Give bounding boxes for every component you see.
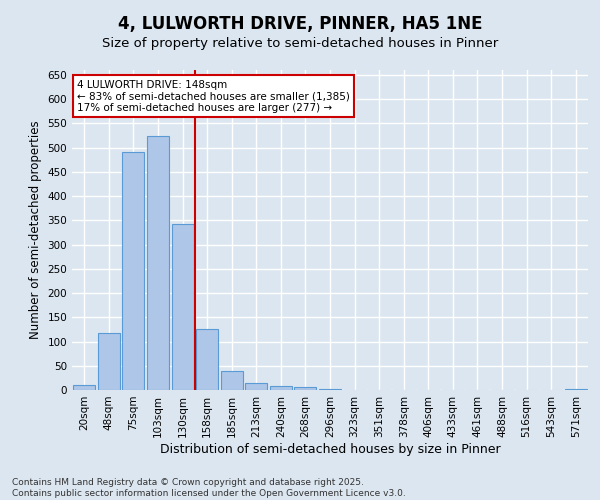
X-axis label: Distribution of semi-detached houses by size in Pinner: Distribution of semi-detached houses by … (160, 442, 500, 456)
Bar (565, 388, 587, 390)
Bar (270, 386, 292, 390)
Bar (172, 224, 194, 390)
Bar (196, 330, 218, 390)
Bar (221, 370, 243, 390)
Bar (319, 388, 341, 390)
Bar (295, 386, 316, 390)
Bar (122, 152, 145, 390)
Text: 4, LULWORTH DRIVE, PINNER, HA5 1NE: 4, LULWORTH DRIVE, PINNER, HA5 1NE (118, 15, 482, 33)
Bar (245, 382, 268, 390)
Bar (98, 333, 120, 390)
Text: 4 LULWORTH DRIVE: 148sqm
← 83% of semi-detached houses are smaller (1,385)
17% o: 4 LULWORTH DRIVE: 148sqm ← 83% of semi-d… (77, 80, 350, 113)
Text: Contains HM Land Registry data © Crown copyright and database right 2025.
Contai: Contains HM Land Registry data © Crown c… (12, 478, 406, 498)
Text: Size of property relative to semi-detached houses in Pinner: Size of property relative to semi-detach… (102, 38, 498, 51)
Y-axis label: Number of semi-detached properties: Number of semi-detached properties (29, 120, 42, 340)
Bar (147, 136, 169, 390)
Bar (73, 385, 95, 390)
